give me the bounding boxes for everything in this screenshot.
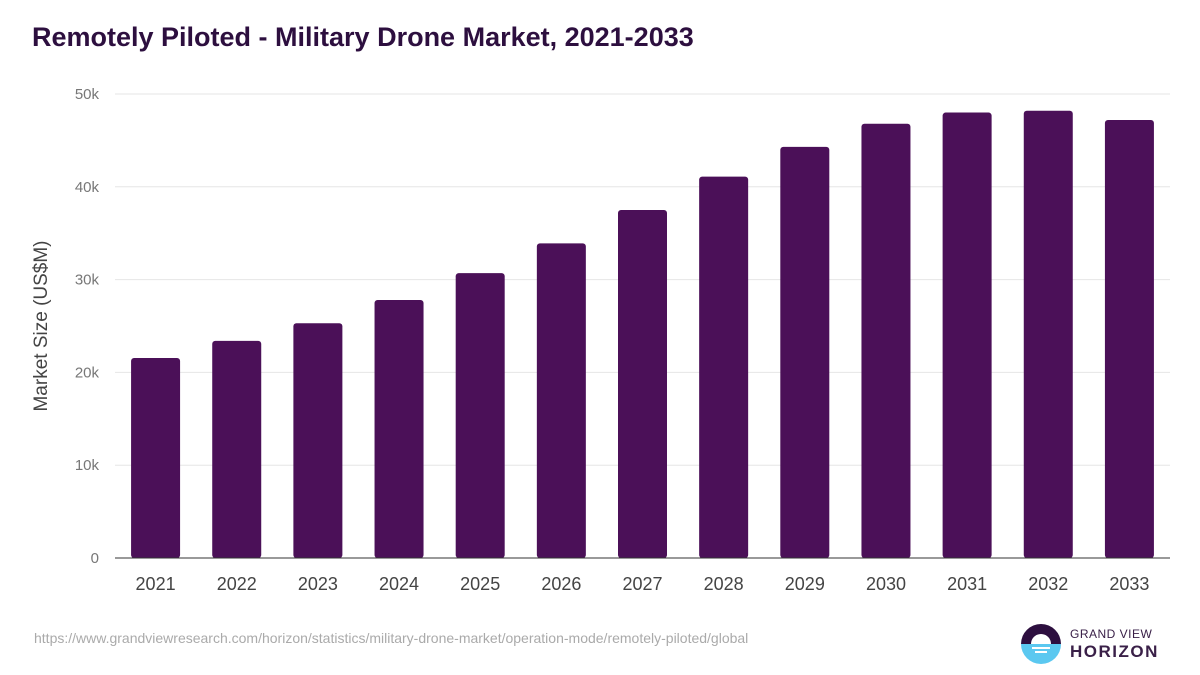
bar-2024 [374, 300, 424, 558]
bar-2028 [699, 176, 749, 559]
x-tick-label: 2032 [1028, 574, 1068, 594]
y-tick-label: 0 [91, 550, 99, 567]
bar-2026 [536, 243, 586, 558]
y-tick-label: 10k [75, 457, 100, 474]
source-url[interactable]: https://www.grandviewresearch.com/horizo… [34, 630, 749, 646]
y-tick-label: 30k [75, 272, 100, 289]
bar-2022 [212, 340, 262, 558]
x-tick-label: 2024 [379, 574, 419, 594]
x-tick-label: 2029 [785, 574, 825, 594]
bar-2032 [1023, 110, 1073, 558]
x-tick-label: 2031 [947, 574, 987, 594]
bar-2021 [131, 358, 181, 558]
x-tick-label: 2026 [541, 574, 581, 594]
bar-chart: 0 10k 20k 30k 40k 50k 2021 2022 2023 2024 2025 2026… [31, 86, 1170, 594]
x-tick-label: 2033 [1109, 574, 1149, 594]
x-tick-label: 2021 [136, 574, 176, 594]
bar-2033 [1104, 119, 1154, 558]
x-tick-label: 2027 [622, 574, 662, 594]
x-tick-label: 2030 [866, 574, 906, 594]
bar-2029 [780, 146, 830, 558]
y-tick-label: 50k [75, 86, 100, 103]
x-tick-label: 2028 [704, 574, 744, 594]
bar-2025 [455, 273, 505, 558]
bar-2027 [618, 210, 667, 558]
bar-2030 [861, 123, 911, 559]
grand-view-horizon-logo: GRAND VIEW HORIZON [1020, 623, 1159, 665]
logo-line1: GRAND VIEW [1070, 627, 1153, 641]
x-tick-label: 2025 [460, 574, 500, 594]
x-tick-label: 2023 [298, 574, 338, 594]
horizon-logo-icon [1021, 624, 1061, 664]
bar-2031 [942, 112, 992, 558]
y-tick-label: 20k [75, 364, 100, 381]
y-axis-label: Market Size (US$M) [31, 240, 52, 411]
x-tick-label: 2022 [217, 574, 257, 594]
logo-line2: HORIZON [1070, 642, 1159, 661]
bar-2023 [293, 323, 343, 558]
chart-title: Remotely Piloted - Military Drone Market… [32, 22, 694, 52]
y-tick-label: 40k [75, 179, 100, 196]
